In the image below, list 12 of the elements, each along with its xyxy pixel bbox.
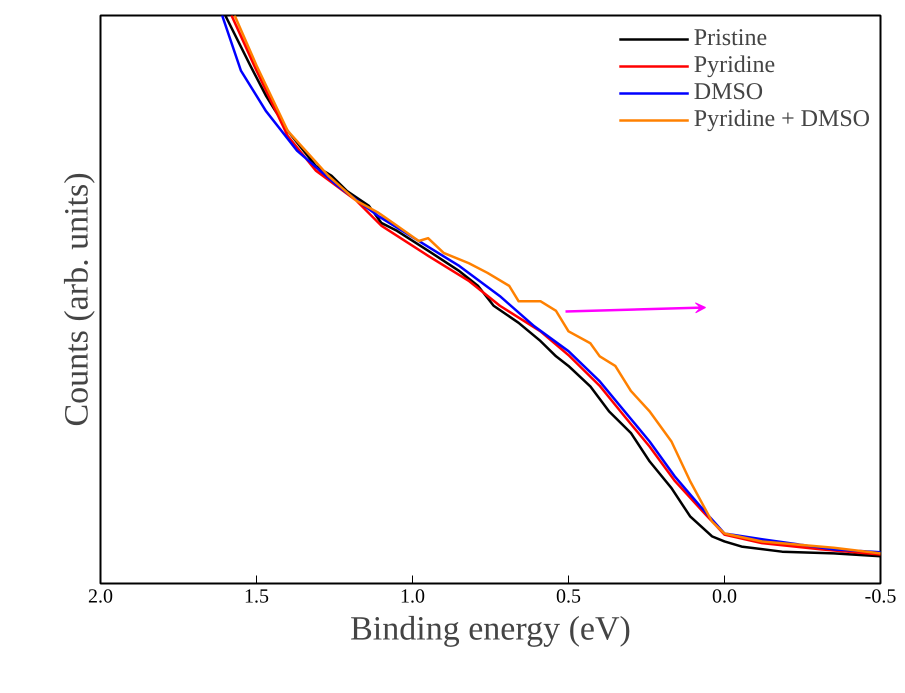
x-tick-label: 0.0 [712,586,737,608]
x-tick-label: -0.5 [864,586,896,608]
legend-label: Pyridine + DMSO [694,106,870,133]
x-tick-label: 0.5 [556,586,581,608]
legend-label: DMSO [694,79,764,106]
x-axis-title: Binding energy (eV) [350,610,631,648]
legend-label: Pristine [694,25,768,52]
x-tick-label: 1.0 [400,586,425,608]
y-axis-title: Counts (arb. units) [58,172,96,427]
x-tick-label: 1.5 [244,586,269,608]
legend-label: Pyridine [694,52,776,79]
x-tick-label: 2.0 [88,586,113,608]
